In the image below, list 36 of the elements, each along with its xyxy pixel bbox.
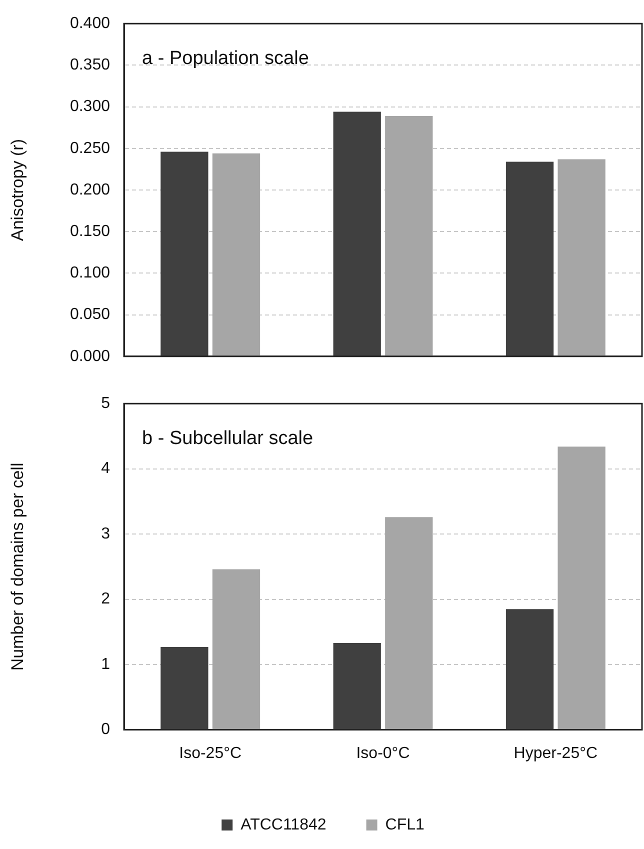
bar xyxy=(212,153,260,356)
y-tick-label: 0.100 xyxy=(70,264,110,282)
y-tick-label: 0.300 xyxy=(70,98,110,116)
y-tick-label: 4 xyxy=(101,460,110,478)
text: a - Population scale xyxy=(142,48,309,69)
legend-label: CFL1 xyxy=(385,816,424,834)
y-axis-title: Number of domains per cell xyxy=(8,462,27,671)
y-tick-label: 0.250 xyxy=(70,140,110,157)
y-tick-label: 0.000 xyxy=(70,348,110,365)
bar xyxy=(212,569,260,730)
text: b - Subcellular scale xyxy=(142,428,314,449)
bar xyxy=(506,609,554,730)
y-tick-label: 0.200 xyxy=(70,181,110,198)
bar xyxy=(385,116,433,356)
y-tick-label: 0 xyxy=(101,721,110,738)
y-tick-label: 5 xyxy=(101,395,110,412)
y-tick-label: 0.350 xyxy=(70,56,110,74)
y-tick-label: 0.150 xyxy=(70,223,110,240)
bar xyxy=(333,112,381,356)
y-tick-label: 0.400 xyxy=(70,15,110,32)
bar xyxy=(333,643,381,730)
bar xyxy=(385,517,433,730)
bar xyxy=(160,646,208,730)
bar xyxy=(506,162,554,356)
bar xyxy=(160,152,208,356)
y-axis-title: Anisotropy (r) xyxy=(8,138,27,242)
legend-label: ATCC11842 xyxy=(240,816,326,834)
bar xyxy=(558,446,606,730)
y-tick-label: 0.050 xyxy=(70,306,110,324)
x-tick-label: Iso-25°C xyxy=(179,744,242,762)
y-tick-label: 2 xyxy=(101,590,110,608)
bar xyxy=(558,159,606,356)
y-tick-label: 3 xyxy=(101,525,110,542)
y-tick-label: 1 xyxy=(101,656,110,673)
x-tick-label: Hyper-25°C xyxy=(514,744,598,762)
x-tick-label: Iso-0°C xyxy=(356,744,410,762)
